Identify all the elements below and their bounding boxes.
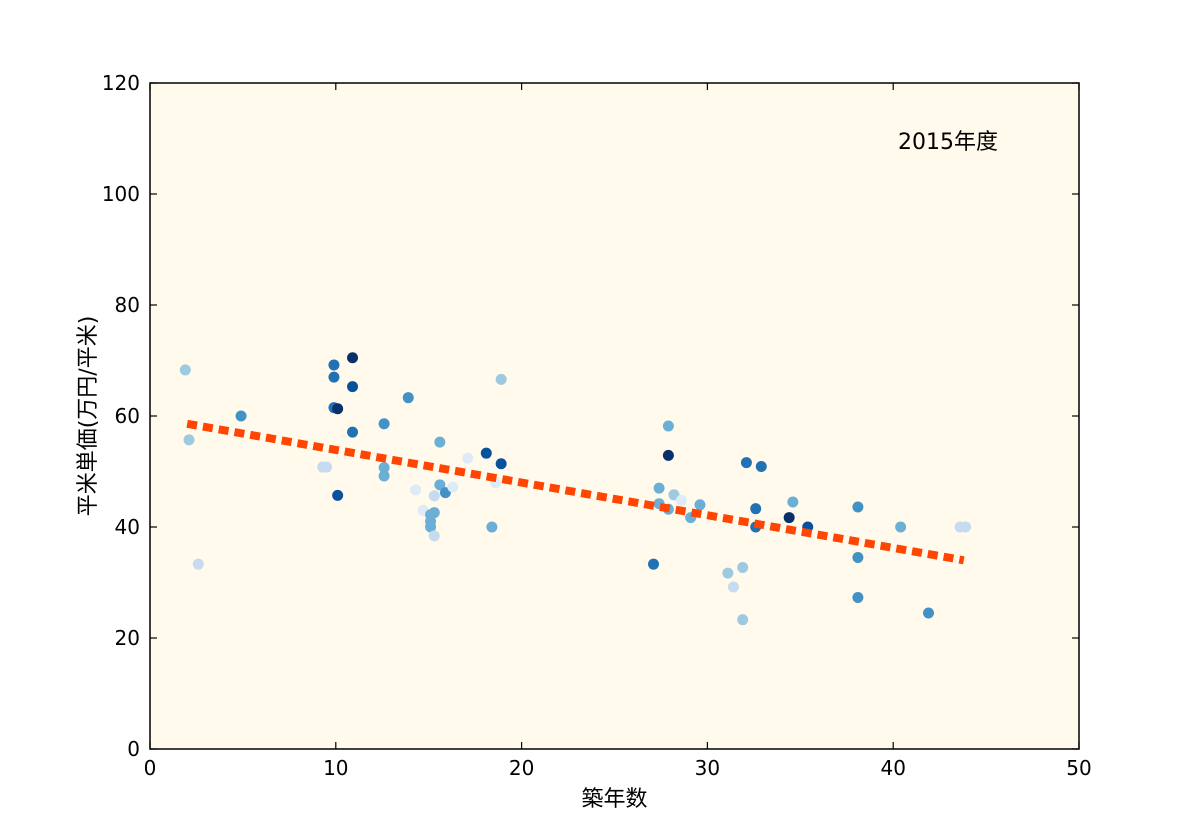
data-point — [428, 530, 440, 542]
data-point — [434, 479, 446, 491]
data-point — [402, 392, 414, 404]
chart-annotation: 2015年度 — [898, 130, 998, 155]
data-point — [852, 552, 864, 564]
data-point — [428, 490, 440, 502]
data-point — [722, 567, 734, 579]
data-point — [653, 482, 665, 494]
data-point — [462, 452, 474, 464]
data-point — [347, 352, 359, 364]
data-point — [852, 501, 864, 513]
data-point — [495, 458, 507, 470]
x-tick-label: 10 — [323, 756, 348, 780]
data-point — [662, 420, 674, 432]
data-point — [486, 521, 498, 533]
data-point — [737, 614, 749, 626]
data-points — [179, 352, 972, 626]
data-point — [328, 371, 340, 383]
data-point — [183, 434, 195, 446]
x-tick-label: 50 — [1066, 756, 1091, 780]
data-point — [378, 418, 390, 430]
y-tick-label: 20 — [115, 626, 140, 650]
x-tick-label: 0 — [144, 756, 157, 780]
data-point — [192, 558, 204, 570]
y-tick-label: 40 — [115, 515, 140, 539]
data-point — [328, 359, 340, 371]
data-point — [662, 449, 674, 461]
data-point — [648, 558, 660, 570]
y-tick-label: 120 — [102, 71, 140, 95]
data-point — [321, 461, 333, 473]
data-point — [694, 499, 706, 511]
y-axis-title: 平米単価(万円/平米) — [76, 316, 101, 517]
trend-line — [186, 419, 965, 565]
data-point — [750, 503, 762, 515]
x-tick-label: 30 — [695, 756, 720, 780]
data-point — [783, 512, 795, 524]
data-point — [235, 410, 247, 422]
data-point — [495, 373, 507, 385]
plot-area — [150, 83, 1079, 749]
data-point — [755, 461, 767, 473]
trend-line-group — [186, 419, 965, 565]
y-tick-label: 80 — [115, 293, 140, 317]
data-point — [852, 591, 864, 603]
data-point — [787, 496, 799, 508]
data-point — [347, 426, 359, 438]
data-point — [480, 447, 492, 459]
data-point — [727, 581, 739, 593]
data-point — [960, 521, 972, 533]
x-axis-title: 築年数 — [581, 787, 647, 812]
data-point — [347, 381, 359, 393]
data-point — [740, 457, 752, 469]
data-point — [410, 484, 422, 496]
data-point — [675, 494, 687, 506]
y-tick-label: 100 — [102, 182, 140, 206]
axis-ticks: 0 10 20 30 40 50 0 20 40 60 80 100 120 — [102, 71, 1092, 780]
data-point — [378, 462, 390, 474]
data-point — [434, 436, 446, 448]
data-point — [425, 521, 437, 533]
y-tick-label: 60 — [115, 404, 140, 428]
data-point — [737, 562, 749, 574]
data-point — [428, 507, 440, 519]
data-point — [378, 470, 390, 482]
data-point — [895, 521, 907, 533]
x-tick-label: 20 — [509, 756, 534, 780]
x-tick-label: 40 — [880, 756, 905, 780]
data-point — [923, 607, 935, 619]
y-tick-label: 0 — [127, 737, 140, 761]
data-point — [447, 481, 459, 493]
data-point — [332, 489, 344, 501]
data-point — [332, 403, 344, 415]
data-point — [179, 364, 191, 376]
